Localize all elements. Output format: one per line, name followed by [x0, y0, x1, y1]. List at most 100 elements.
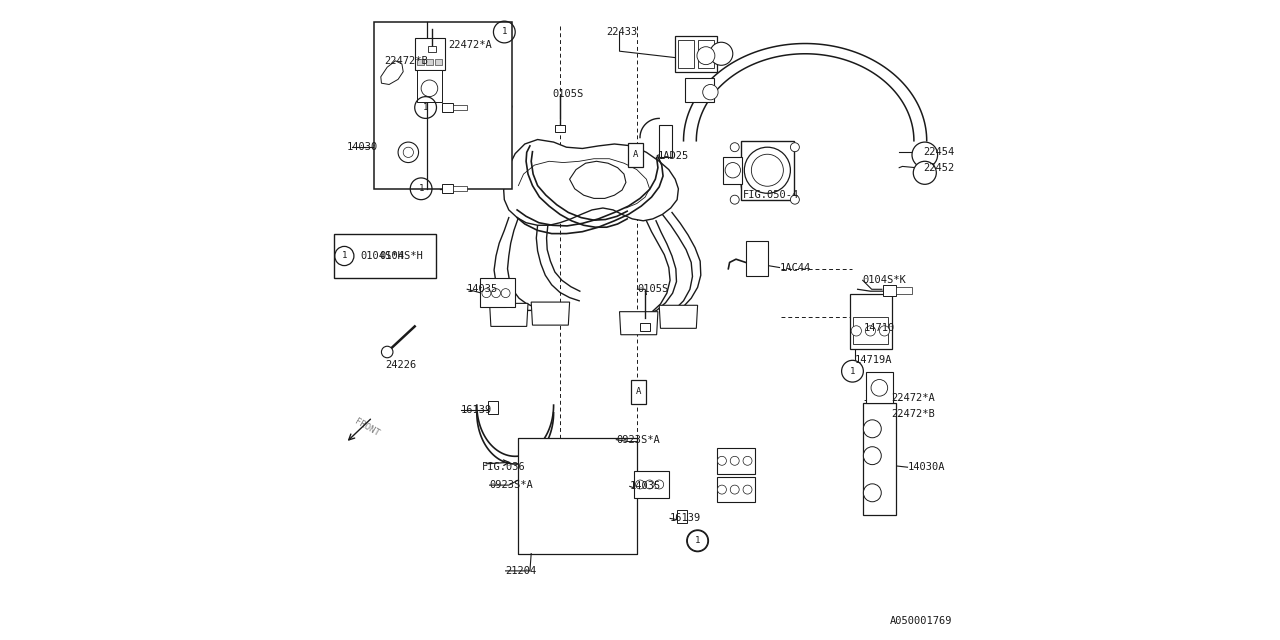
Bar — [627, 143, 643, 167]
Circle shape — [742, 485, 753, 494]
Text: 22452: 22452 — [923, 163, 954, 173]
Text: 0923S*A: 0923S*A — [490, 480, 534, 490]
Bar — [417, 59, 424, 65]
Bar — [428, 46, 436, 52]
Text: 1: 1 — [422, 103, 429, 112]
Text: A: A — [636, 387, 641, 396]
Text: 0104S*H: 0104S*H — [361, 251, 404, 261]
Circle shape — [865, 326, 876, 336]
Text: 0105S: 0105S — [553, 89, 584, 99]
Circle shape — [703, 84, 718, 100]
Bar — [741, 141, 794, 200]
Bar — [745, 241, 768, 276]
Circle shape — [698, 47, 716, 65]
Text: 16139: 16139 — [461, 404, 492, 415]
Circle shape — [911, 142, 937, 168]
Text: 14030A: 14030A — [908, 462, 945, 472]
Circle shape — [672, 310, 685, 323]
Circle shape — [498, 311, 504, 319]
Circle shape — [492, 289, 500, 298]
Bar — [500, 65, 509, 72]
Circle shape — [851, 326, 861, 336]
Bar — [677, 510, 687, 523]
Text: FIG.050-4: FIG.050-4 — [742, 190, 799, 200]
Text: A050001769: A050001769 — [890, 616, 952, 626]
Circle shape — [724, 163, 740, 178]
Circle shape — [554, 310, 562, 317]
Bar — [863, 403, 896, 515]
Bar — [717, 448, 755, 474]
Circle shape — [914, 161, 937, 184]
Text: 22472*A: 22472*A — [891, 393, 936, 403]
Bar — [426, 59, 433, 65]
Text: A: A — [632, 150, 639, 159]
Circle shape — [635, 480, 645, 489]
Circle shape — [627, 319, 635, 327]
Text: 22454: 22454 — [923, 147, 954, 157]
Bar — [453, 186, 467, 191]
Text: 21204: 21204 — [506, 566, 536, 576]
Circle shape — [502, 308, 515, 321]
Bar — [698, 40, 714, 68]
Polygon shape — [503, 140, 678, 225]
Text: 22472*B: 22472*B — [384, 56, 428, 66]
Text: 22472*B: 22472*B — [891, 409, 936, 419]
Bar — [334, 234, 436, 278]
Circle shape — [730, 143, 740, 152]
Text: 0104S*H: 0104S*H — [379, 251, 422, 261]
Text: 16139: 16139 — [671, 513, 701, 524]
Bar — [556, 125, 566, 132]
Circle shape — [730, 456, 740, 465]
Text: 1AD25: 1AD25 — [658, 150, 689, 161]
Circle shape — [863, 484, 881, 502]
Circle shape — [863, 420, 881, 438]
Circle shape — [709, 42, 733, 65]
Circle shape — [481, 289, 492, 298]
Text: 22433: 22433 — [607, 27, 637, 37]
Circle shape — [879, 326, 890, 336]
Bar — [717, 477, 755, 502]
Bar — [518, 438, 637, 554]
Bar — [640, 323, 650, 331]
Circle shape — [643, 319, 650, 327]
Text: 14035: 14035 — [467, 284, 498, 294]
Text: 0923S*A: 0923S*A — [617, 435, 660, 445]
Bar — [634, 471, 669, 498]
Text: 1: 1 — [850, 367, 855, 376]
Circle shape — [632, 317, 645, 330]
Circle shape — [870, 380, 888, 396]
Bar — [435, 59, 442, 65]
Polygon shape — [659, 305, 698, 328]
Circle shape — [398, 142, 419, 163]
Polygon shape — [620, 312, 658, 335]
Bar — [453, 105, 467, 110]
Text: FRONT: FRONT — [353, 417, 381, 438]
Bar — [631, 380, 646, 404]
Text: 1: 1 — [419, 184, 424, 193]
Circle shape — [718, 485, 727, 494]
Bar — [374, 22, 512, 189]
Text: 0105S: 0105S — [637, 284, 668, 294]
Circle shape — [730, 485, 740, 494]
Polygon shape — [570, 161, 626, 198]
Polygon shape — [490, 303, 529, 326]
Circle shape — [863, 447, 881, 465]
Bar — [442, 184, 453, 193]
Bar — [417, 70, 442, 102]
Text: 22472*A: 22472*A — [448, 40, 492, 50]
Circle shape — [751, 154, 783, 186]
Bar — [442, 103, 453, 112]
Circle shape — [682, 313, 690, 321]
Circle shape — [745, 147, 791, 193]
Bar — [854, 317, 888, 344]
Text: 1: 1 — [695, 536, 700, 545]
Circle shape — [421, 80, 438, 97]
Bar — [415, 38, 445, 70]
Circle shape — [539, 310, 547, 317]
Circle shape — [500, 289, 511, 298]
Text: 0104S*K: 0104S*K — [863, 275, 906, 285]
Bar — [676, 36, 717, 72]
Text: 14035: 14035 — [630, 481, 660, 492]
Circle shape — [667, 313, 675, 321]
Circle shape — [730, 195, 740, 204]
